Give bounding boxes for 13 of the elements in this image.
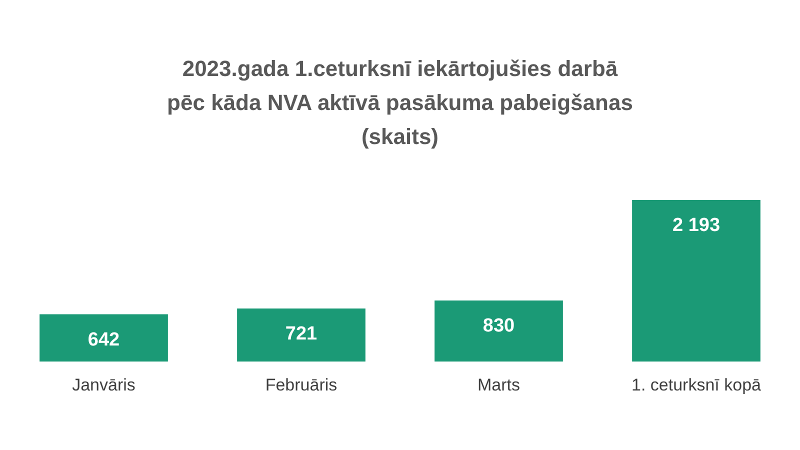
data-label: 642 <box>88 330 120 351</box>
x-tick-label: Janvāris <box>72 375 136 394</box>
x-tick-label: Februāris <box>265 375 338 394</box>
bar <box>632 200 760 362</box>
bar <box>40 314 168 362</box>
chart-title: 2023.gada 1.ceturksnī iekārtojušies darbā pēc kāda NVA aktīvā pasākuma pabeigšanas (skaits) <box>166 55 634 151</box>
bar <box>434 300 563 362</box>
x-tick-label: 1. ceturksnī kopā <box>632 375 762 394</box>
x-tick-label: Marts <box>478 375 520 394</box>
data-label: 2 193 <box>672 215 720 236</box>
data-label: 830 <box>482 316 515 337</box>
bar <box>237 308 366 362</box>
data-label: 721 <box>285 324 318 345</box>
